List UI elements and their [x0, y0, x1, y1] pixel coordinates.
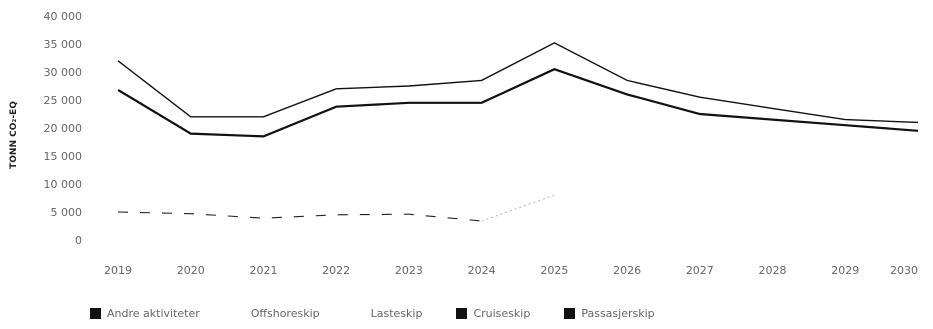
y-tick-label: 5 000 — [51, 206, 83, 219]
legend-label: Passasjerskip — [581, 307, 655, 320]
series-line-passasjerskip — [117, 42, 919, 124]
y-tick-label: 30 000 — [44, 66, 83, 79]
legend-item: Andre aktiviteter — [90, 307, 200, 320]
x-tick-label: 2021 — [249, 264, 277, 277]
x-axis-ticks: 2019 2020 2021 2022 2023 2024 2025 2026 2027 2028… — [104, 264, 918, 277]
x-tick-label: 2028 — [759, 264, 787, 277]
legend-item: Cruiseskip — [456, 307, 530, 320]
y-tick-label: 20 000 — [44, 122, 83, 135]
legend-item: Lasteskip — [353, 307, 423, 320]
legend-swatch — [564, 308, 576, 319]
legend-label: Lasteskip — [370, 307, 423, 320]
legend-swatch — [90, 308, 101, 319]
x-tick-label: 2029 — [831, 264, 859, 277]
y-tick-label: 0 — [75, 234, 82, 247]
y-tick-label: 15 000 — [44, 150, 83, 163]
x-tick-label: 2019 — [104, 264, 132, 277]
legend-label: Offshoreskip — [250, 307, 320, 320]
x-tick-label: 2024 — [468, 264, 496, 277]
legend-swatch — [353, 308, 365, 319]
series-line-cruiseskip — [117, 68, 919, 138]
x-tick-label: 2027 — [686, 264, 714, 277]
line-chart: TONN CO₂-EQ 40 000 35 000 30 000 25 000 20 0… — [9, 10, 919, 277]
series-lines — [117, 42, 919, 222]
y-axis-ticks: 40 000 35 000 30 000 25 000 20 000 15 000 10 0… — [44, 10, 83, 247]
x-tick-label: 2025 — [540, 264, 568, 277]
legend-item: Offshoreskip — [233, 307, 320, 320]
series-line-andre-aktiviteter — [117, 211, 482, 222]
legend-swatch — [456, 308, 468, 319]
x-tick-label: 2023 — [395, 264, 423, 277]
y-tick-label: 10 000 — [44, 178, 83, 191]
x-tick-label: 2026 — [613, 264, 641, 277]
legend-item: Passasjerskip — [564, 307, 655, 320]
x-tick-label: 2022 — [322, 264, 350, 277]
y-tick-label: 35 000 — [44, 38, 83, 51]
legend-label: Cruiseskip — [473, 307, 531, 320]
x-tick-label: 2020 — [177, 264, 205, 277]
x-tick-label: 2030 — [890, 264, 918, 277]
series-line-offshoreskip — [481, 194, 555, 222]
legend-swatch — [233, 308, 245, 319]
y-tick-label: 40 000 — [44, 10, 83, 23]
legend-label: Andre aktiviteter — [107, 307, 200, 320]
y-axis-label: TONN CO₂-EQ — [9, 101, 19, 169]
y-tick-label: 25 000 — [44, 94, 83, 107]
legend: Andre aktiviteter Offshoreskip Lasteskip Cr… — [90, 307, 689, 320]
